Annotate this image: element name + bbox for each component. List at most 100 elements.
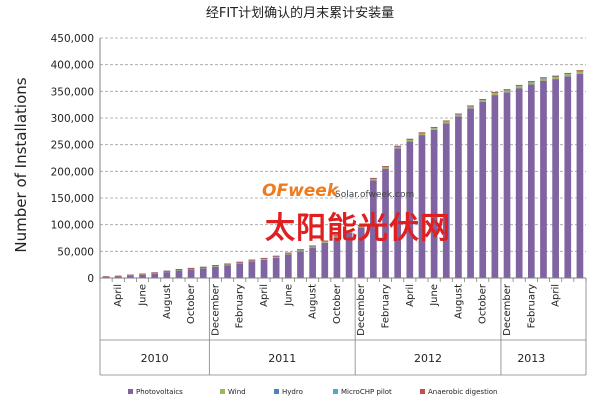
- bar-segment-wind: [260, 258, 268, 260]
- bar-segment-wind: [248, 260, 256, 262]
- bar-segment-wind: [297, 250, 304, 252]
- legend-label-hydro: Hydro: [282, 388, 303, 396]
- bar-segment-wind: [394, 146, 402, 149]
- bar-segment-wind: [236, 262, 244, 264]
- watermark-logo: OFweek: [262, 181, 339, 201]
- bar-segment-anaerobic: [199, 266, 207, 268]
- bar-segment-wind: [175, 269, 183, 271]
- y-axis-ticks: 0 50,000 100,000 150,000 200,000 250,000 300,0…: [51, 33, 94, 285]
- bar-segment-wind: [224, 264, 231, 266]
- x-tick-label: February: [235, 284, 246, 328]
- bar-segment-photovoltaics: [515, 88, 523, 278]
- bar-segment-wind: [309, 246, 316, 248]
- bar-segment-wind: [382, 167, 389, 169]
- legend-label-photovoltaics: Photovoltaics: [136, 388, 183, 396]
- bar-segment-photovoltaics: [139, 274, 146, 278]
- bar-segment-wind: [576, 71, 584, 74]
- bar-segment-anaerobic: [491, 91, 499, 93]
- bar-segment-photovoltaics: [382, 168, 389, 278]
- bar-segment-anaerobic: [187, 267, 195, 269]
- bar-segment-photovoltaics: [309, 247, 316, 278]
- bar-segment-photovoltaics: [199, 268, 207, 278]
- bar-segment-photovoltaics: [503, 92, 511, 279]
- bar-segment-anaerobic: [357, 224, 365, 226]
- bar-segment-wind: [564, 74, 572, 77]
- bar-segment-anaerobic: [114, 275, 122, 277]
- chart-title: 经FIT计划确认的月末累计安装量: [206, 5, 394, 21]
- bar-segment-photovoltaics: [114, 276, 122, 278]
- bar-segment-wind: [370, 179, 377, 181]
- legend-swatch-hydro: [274, 389, 279, 394]
- x-tick-label: February: [381, 284, 392, 328]
- x-tick-label: June: [138, 284, 149, 307]
- bar-segment-anaerobic: [540, 77, 547, 79]
- bar-segment-photovoltaics: [491, 95, 499, 278]
- bar-segment-anaerobic: [321, 240, 329, 242]
- legend-label-microchp: MicroCHP pilot: [341, 388, 392, 396]
- bar-segment-anaerobic: [467, 105, 474, 107]
- bar-segment-photovoltaics: [540, 80, 547, 279]
- bar-segment-photovoltaics: [345, 232, 353, 278]
- legend-swatch-microchp: [333, 389, 338, 394]
- bar-segment-wind: [284, 253, 292, 255]
- bar-segment-anaerobic: [394, 145, 402, 147]
- y-tick-label: 450,000: [51, 33, 94, 45]
- bar-segment-anaerobic: [284, 252, 292, 254]
- legend-swatch-anaerobic: [420, 389, 425, 394]
- y-tick-label: 250,000: [51, 140, 94, 152]
- x-tick-label: August: [453, 284, 464, 319]
- bar-segment-wind: [187, 268, 195, 270]
- bar-segment-anaerobic: [260, 257, 268, 259]
- bar-segment-wind: [212, 265, 219, 267]
- bar-segment-photovoltaics: [321, 242, 329, 278]
- bar-segment-photovoltaics: [163, 272, 171, 278]
- bar-segment-photovoltaics: [284, 254, 292, 278]
- bar-segment-anaerobic: [455, 113, 462, 115]
- bar-segment-wind: [272, 256, 280, 258]
- bar-segment-photovoltaics: [212, 266, 219, 278]
- y-tick-label: 100,000: [51, 220, 94, 232]
- x-tick-label: December: [356, 283, 367, 336]
- bar-segment-anaerobic: [576, 70, 584, 72]
- bar-segment-photovoltaics: [127, 275, 134, 278]
- bar-segment-wind: [515, 86, 523, 89]
- bar-segment-photovoltaics: [576, 73, 584, 278]
- bar-segment-photovoltaics: [467, 108, 474, 279]
- bar-segment-anaerobic: [333, 235, 341, 237]
- x-axis: April June August October December February Ap…: [99, 38, 587, 376]
- bar-segment-anaerobic: [297, 249, 304, 251]
- bar-segment-photovoltaics: [236, 263, 244, 278]
- bar-segment-anaerobic: [479, 98, 487, 100]
- bars: [102, 70, 584, 279]
- bar-segment-anaerobic: [345, 230, 353, 232]
- bar-segment-anaerobic: [442, 120, 450, 122]
- x-tick-label: October: [186, 283, 197, 324]
- bar-segment-wind: [467, 106, 474, 109]
- bar-segment-anaerobic: [418, 132, 426, 134]
- bar-segment-wind: [418, 133, 426, 136]
- bar-segment-wind: [199, 267, 207, 269]
- y-tick-label: 200,000: [51, 166, 94, 178]
- bar-segment-photovoltaics: [272, 257, 280, 278]
- bar-segment-anaerobic: [430, 126, 438, 128]
- bar-segment-photovoltaics: [479, 102, 487, 278]
- bar-segment-wind: [479, 100, 487, 102]
- legend: Photovoltaics Wind Hydro MicroCHP pilot Anae…: [128, 388, 497, 396]
- bar-segment-anaerobic: [212, 265, 219, 267]
- bar-segment-photovoltaics: [527, 84, 535, 279]
- bar-segment-photovoltaics: [552, 79, 559, 278]
- bar-segment-anaerobic: [370, 177, 377, 179]
- year-label: 2010: [141, 352, 169, 365]
- bar-segment-photovoltaics: [248, 261, 256, 278]
- x-tick-label: December: [210, 283, 221, 336]
- bar-segment-anaerobic: [309, 245, 316, 247]
- bar-segment-photovoltaics: [224, 265, 231, 278]
- bar-segment-anaerobic: [224, 263, 231, 265]
- year-label: 2011: [268, 352, 296, 365]
- bar-segment-anaerobic: [139, 273, 146, 275]
- bar-segment-anaerobic: [248, 259, 256, 261]
- y-tick-label: 300,000: [51, 113, 94, 125]
- watermark-cn: 太阳能光伏网: [265, 211, 451, 246]
- bar-segment-wind: [527, 82, 535, 85]
- y-tick-label: 150,000: [51, 193, 94, 205]
